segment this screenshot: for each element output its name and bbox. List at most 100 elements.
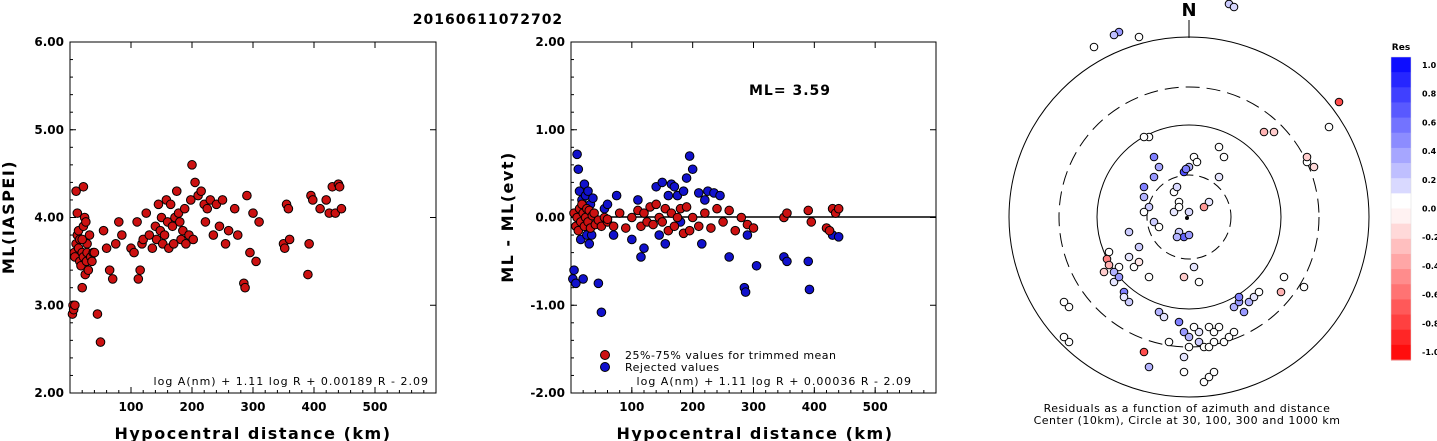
rejected-point xyxy=(804,284,815,295)
colorbar-cell xyxy=(1391,57,1411,73)
rejected-point xyxy=(602,199,613,210)
station-point xyxy=(1276,287,1286,297)
data-point xyxy=(84,230,95,240)
accepted-point xyxy=(782,208,792,218)
rejected-point xyxy=(751,260,762,271)
plot2-accepted-points xyxy=(569,199,844,239)
rejected-point xyxy=(572,149,582,160)
station-point xyxy=(1134,242,1144,252)
station-point xyxy=(1239,307,1249,317)
data-point xyxy=(153,199,164,210)
colorbar-cell xyxy=(1391,102,1411,119)
data-point xyxy=(168,239,179,249)
residual-colorbar: Res 1.0 0.8 0.6 0.4 0.2 0.0 -0.2 -0.4 -0.6 -0.8 -1… xyxy=(1390,43,1437,361)
station-point xyxy=(1204,372,1214,382)
station-point xyxy=(1149,172,1159,182)
polar-points xyxy=(1059,0,1344,387)
data-point xyxy=(202,203,213,214)
accepted-point xyxy=(614,208,625,218)
station-point xyxy=(1114,272,1124,282)
station-point xyxy=(1219,337,1229,347)
station-point xyxy=(1109,277,1119,287)
rejected-point xyxy=(696,239,707,249)
station-point xyxy=(1099,267,1109,277)
station-point xyxy=(1109,30,1119,40)
station-point xyxy=(1134,32,1144,42)
colorbar-frame xyxy=(1390,56,1412,361)
station-point xyxy=(1214,172,1224,182)
data-point xyxy=(251,256,261,267)
colorbar-tick-label: -0.4 xyxy=(1422,262,1437,271)
station-point xyxy=(1249,292,1259,302)
accepted-point xyxy=(824,225,835,236)
station-point xyxy=(1164,337,1174,347)
station-point xyxy=(1179,367,1189,377)
accepted-point xyxy=(718,217,728,227)
accepted-point xyxy=(706,223,716,233)
circle-100km xyxy=(1096,124,1282,310)
polar-caption-line1: Residuals as a function of azimuth and d… xyxy=(1044,402,1331,415)
data-point xyxy=(187,160,197,170)
data-point xyxy=(81,217,91,227)
y-tick-label: 2.00 xyxy=(535,35,565,49)
accepted-point xyxy=(627,212,637,223)
station-point xyxy=(1334,97,1344,107)
data-point xyxy=(254,217,264,227)
y-tick-label: 4.00 xyxy=(34,211,64,225)
station-point xyxy=(1204,322,1214,332)
y-tick-label: 1.00 xyxy=(535,123,565,137)
plot2-x-ticks: 100 200 300 400 500 xyxy=(582,42,925,414)
rejected-point xyxy=(742,230,753,240)
rejected-point xyxy=(633,195,643,205)
colorbar-tick-label: -0.6 xyxy=(1422,291,1437,300)
data-point xyxy=(284,234,295,245)
colorbar-tick-label: -1.0 xyxy=(1422,348,1437,357)
station-point xyxy=(1244,297,1254,307)
station-point xyxy=(1194,327,1204,337)
station-point xyxy=(1089,42,1099,52)
colorbar-tick-label: 0.6 xyxy=(1422,118,1437,127)
colorbar-cell xyxy=(1391,269,1411,285)
data-point xyxy=(77,282,87,293)
x-tick-label: 400 xyxy=(802,400,827,414)
rejected-point xyxy=(693,188,704,198)
rejected-point xyxy=(583,186,593,196)
rejected-point xyxy=(588,193,598,203)
colorbar-tick-label: 0.8 xyxy=(1422,90,1437,99)
station-point xyxy=(1109,267,1119,277)
data-point xyxy=(229,203,240,214)
accepted-point xyxy=(693,221,704,232)
accepted-point xyxy=(602,214,613,225)
station-point xyxy=(1144,272,1154,282)
y-tick-label: 6.00 xyxy=(34,35,64,49)
station-point xyxy=(1189,262,1199,272)
station-point xyxy=(1059,332,1069,342)
circle-1000km xyxy=(1008,36,1370,398)
colorbar-cell xyxy=(1391,238,1411,255)
accepted-point xyxy=(687,212,698,223)
station-point xyxy=(1139,182,1149,192)
colorbar-cell xyxy=(1391,163,1411,179)
colorbar-labels: 1.0 0.8 0.6 0.4 0.2 0.0 -0.2 -0.4 -0.6 -0.8 -1.0 xyxy=(1422,61,1437,357)
data-point xyxy=(279,243,290,254)
data-point xyxy=(87,256,97,267)
accepted-point xyxy=(681,202,692,212)
x-tick-label: 100 xyxy=(619,400,644,414)
plot1-y-axis-label: ML(IASPEI) xyxy=(0,160,18,274)
rejected-point xyxy=(782,256,792,267)
rejected-point xyxy=(596,307,607,318)
accepted-point xyxy=(712,203,722,214)
rejected-point xyxy=(687,164,698,175)
station-point xyxy=(1172,232,1182,242)
circle-30km xyxy=(1146,174,1232,260)
rejected-point xyxy=(593,278,604,289)
data-point xyxy=(129,247,139,258)
plot1-y-ticks: 2.00 3.00 4.00 5.00 6.00 xyxy=(34,35,436,400)
rejected-point xyxy=(715,190,725,201)
colorbar-cell xyxy=(1391,284,1411,300)
data-point xyxy=(78,181,89,192)
accepted-point xyxy=(730,225,741,236)
rejected-point xyxy=(681,173,692,183)
accepted-point xyxy=(648,219,658,230)
plot1-points xyxy=(67,160,347,347)
